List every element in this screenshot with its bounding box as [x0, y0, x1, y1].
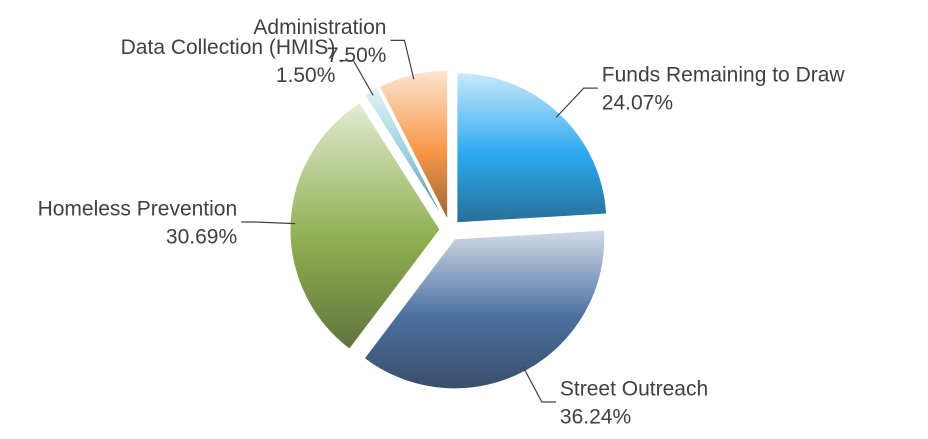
- slice-label: Funds Remaining to Draw: [602, 64, 846, 87]
- leader-line: [522, 366, 556, 403]
- pie-slice: [456, 72, 608, 224]
- leader-line: [555, 87, 598, 118]
- slice-value-label: 24.07%: [602, 92, 673, 115]
- slice-label: Data Collection (HMIS): [121, 36, 336, 59]
- slice-label: Administration: [253, 16, 386, 39]
- leader-line: [390, 39, 415, 80]
- slice-label: Homeless Prevention: [38, 198, 238, 221]
- slice-value-label: 1.50%: [276, 64, 336, 87]
- slice-value-label: 7.50%: [327, 44, 387, 67]
- leader-line: [241, 221, 296, 225]
- slice-value-label: 36.24%: [560, 406, 631, 429]
- leader-line: [339, 60, 374, 96]
- slice-value-label: 30.69%: [166, 226, 237, 249]
- slice-label: Street Outreach: [560, 378, 708, 401]
